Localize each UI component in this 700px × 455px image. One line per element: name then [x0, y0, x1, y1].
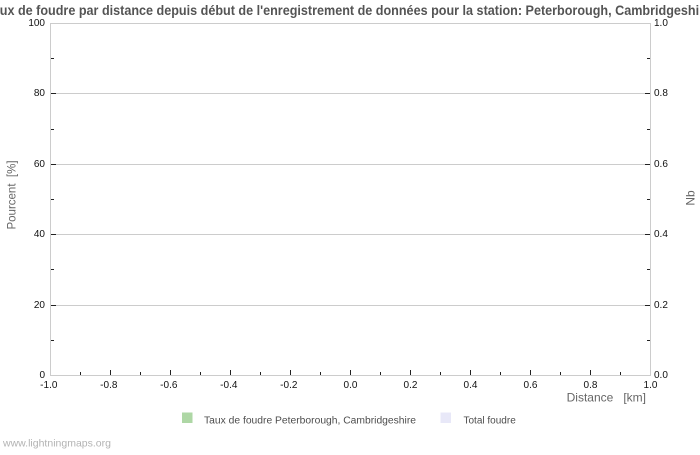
svg-text:0.4: 0.4: [654, 229, 668, 240]
svg-text:1.0: 1.0: [654, 18, 668, 29]
svg-text:0.4: 0.4: [464, 380, 478, 391]
svg-text:-0.4: -0.4: [220, 380, 238, 391]
svg-text:20: 20: [34, 300, 46, 311]
svg-text:-1.0: -1.0: [40, 380, 58, 391]
svg-text:-0.8: -0.8: [100, 380, 118, 391]
svg-text:Taux de foudre par distance de: Taux de foudre par distance depuis début…: [0, 3, 700, 18]
svg-text:80: 80: [34, 88, 46, 99]
svg-text:-0.2: -0.2: [280, 380, 298, 391]
svg-text:0.6: 0.6: [654, 159, 668, 170]
svg-text:www.lightningmaps.org: www.lightningmaps.org: [2, 438, 111, 450]
svg-text:40: 40: [34, 229, 46, 240]
svg-text:60: 60: [34, 159, 46, 170]
svg-text:0.0: 0.0: [344, 380, 358, 391]
svg-text:-0.6: -0.6: [160, 380, 178, 391]
svg-text:Total foudre: Total foudre: [464, 416, 517, 427]
svg-text:0.8: 0.8: [654, 88, 668, 99]
svg-text:0.2: 0.2: [654, 300, 668, 311]
svg-text:0.2: 0.2: [404, 380, 418, 391]
svg-text:0.6: 0.6: [524, 380, 538, 391]
svg-text:Taux de foudre Peterborough, C: Taux de foudre Peterborough, Cambridgesh…: [204, 416, 416, 427]
svg-text:1.0: 1.0: [644, 380, 658, 391]
svg-text:Nb: Nb: [684, 190, 698, 206]
svg-text:Pourcent [%]: Pourcent [%]: [7, 160, 19, 229]
svg-text:0.0: 0.0: [654, 370, 668, 381]
svg-text:0: 0: [39, 370, 45, 381]
svg-text:Distance [km]: Distance [km]: [567, 391, 646, 405]
svg-text:100: 100: [28, 18, 45, 29]
svg-text:0.8: 0.8: [584, 380, 598, 391]
